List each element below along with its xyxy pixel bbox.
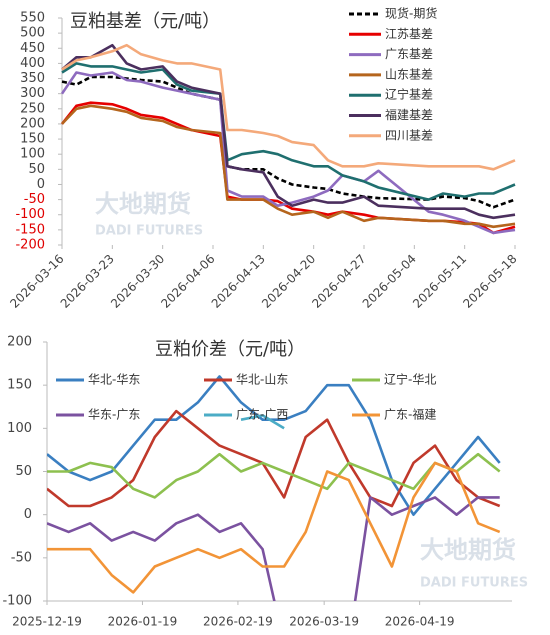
y-tick-label: -150 [15,222,45,237]
series-line [60,71,516,235]
legend-label: 四川基差 [385,128,433,142]
y-tick-label: 300 [20,86,45,101]
y-tick-label: 150 [7,378,32,393]
legend-label: 辽宁-华北 [384,372,436,387]
y-tick-label: 0 [24,507,32,522]
y-tick-label: -50 [24,192,45,207]
y-tick-label: 200 [20,116,45,131]
y-tick-label: -50 [11,550,32,565]
series-line [61,43,516,171]
x-tick-label: 2026-04-19 [385,615,455,629]
plot-area [60,43,516,235]
series-line [47,409,501,508]
y-tick-label: -100 [2,594,32,609]
watermark: DADI FUTURES [420,576,528,591]
y-tick-label: 100 [20,147,45,162]
series-line [240,414,285,430]
series-line [61,43,516,220]
x-tick-label: 2026-05-18 [460,252,519,311]
plot-area [47,375,501,601]
watermark: 大地期货 [95,190,191,218]
series-line [47,496,500,601]
legend-label: 现货-期货 [385,6,437,21]
y-tick-label: 100 [7,421,32,436]
legend-label: 福建基差 [385,107,433,122]
series-line [47,452,501,499]
y-tick-label: 350 [20,71,45,86]
y-tick-label: 450 [20,41,45,56]
y-tick-label: 50 [15,464,32,479]
legend-label: 广东-广西 [236,408,288,422]
y-tick-label: 500 [20,26,45,41]
legend-label: 山东基差 [385,67,433,81]
legend-label: 华北-山东 [236,373,288,387]
legend-label: 广东-福建 [384,407,436,422]
legend-label: 华北-华东 [88,373,140,387]
chart-title: 豆粕基差（元/吨） [70,11,220,32]
y-tick-label: 200 [7,335,32,350]
series-line [47,461,501,594]
x-tick-label: 2026-01-19 [108,615,178,629]
y-tick-label: 150 [20,132,45,147]
series-line [61,62,516,201]
x-tick-label: 2026-02-19 [203,615,273,629]
legend-label: 华东-广东 [88,408,140,422]
y-tick-label: 550 [20,11,45,26]
series-line [61,75,516,209]
y-tick-label: 400 [20,56,45,71]
legend-label: 广东基差 [385,47,433,61]
chart-title: 豆粕价差（元/吨） [155,339,305,360]
y-tick-label: -200 [15,238,45,253]
y-tick-label: -100 [15,207,45,222]
legend-label: 辽宁基差 [385,87,433,102]
legend-label: 江苏基差 [385,27,433,41]
y-tick-label: 50 [28,162,45,177]
watermark: 大地期货 [420,536,516,564]
x-tick-label: 2026-03-19 [289,615,359,629]
watermark: DADI FUTURES [95,224,203,239]
series-line [61,104,516,229]
x-tick-label: 2025-12-19 [12,615,82,629]
y-tick-label: 250 [20,101,45,116]
y-tick-label: 0 [37,177,45,192]
